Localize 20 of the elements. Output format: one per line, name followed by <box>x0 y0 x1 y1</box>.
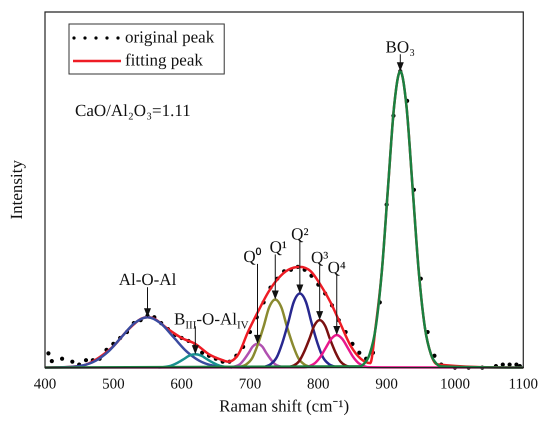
x-tick-label: 700 <box>238 376 262 393</box>
y-axis-title: Intensity <box>7 160 26 220</box>
x-tick-label: 400 <box>34 376 56 393</box>
annotation: CaO/Al₂O₃=1.11 <box>75 101 191 120</box>
annotation: Al-O-Al <box>118 270 177 290</box>
x-tick-label: 800 <box>307 376 330 393</box>
x-tick-label: 1000 <box>440 376 470 393</box>
annotation: Q³ <box>310 248 328 268</box>
annotation: Q⁴ <box>328 258 346 278</box>
x-tick-label: 1100 <box>508 376 538 393</box>
legend-label: fitting peak <box>125 50 204 70</box>
x-tick-label: 500 <box>102 376 125 393</box>
annotation: Q¹ <box>270 237 287 256</box>
annotation: Q² <box>291 224 309 244</box>
legend-label: original peak <box>125 27 215 46</box>
annotation: Q⁰ <box>243 246 262 266</box>
x-tick-label: 900 <box>375 376 398 393</box>
x-tick-label: 600 <box>170 376 193 393</box>
annotation: BO₃ <box>386 37 416 56</box>
x-axis-title: Raman shift (cm⁻¹) <box>219 396 350 416</box>
